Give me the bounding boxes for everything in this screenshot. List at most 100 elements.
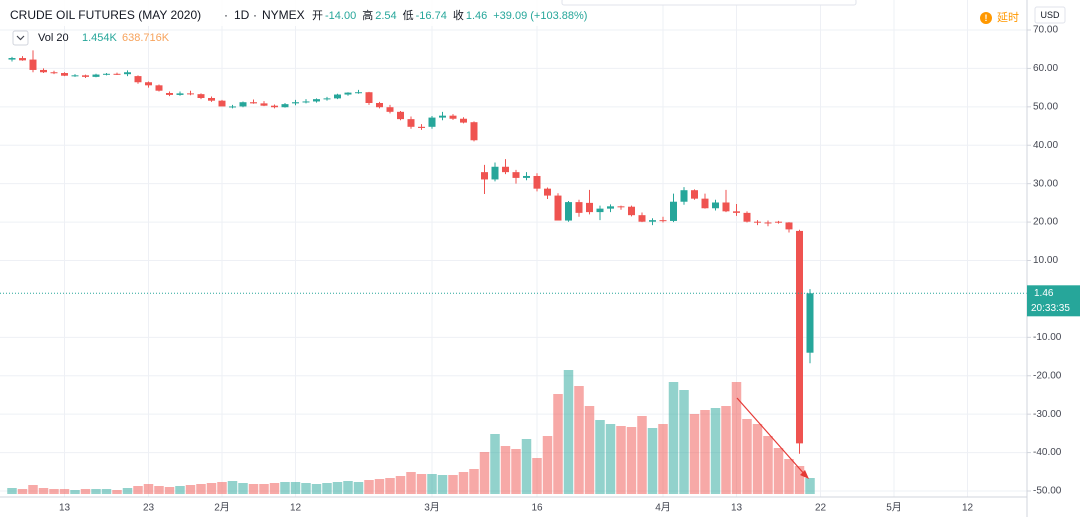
last-price-label: 1.46 20:33:35 (1027, 285, 1080, 317)
countdown: 20:33:35 (1031, 303, 1070, 314)
volume-bar (406, 472, 416, 494)
y-tick-label: 20.00 (1033, 217, 1058, 228)
candle-body (785, 222, 793, 230)
volume-bar (196, 484, 206, 494)
volume-bar (227, 481, 238, 494)
volume-bar (154, 486, 164, 494)
candle-body (145, 82, 152, 86)
volume-value: 1.454K (82, 32, 118, 44)
candle-body (229, 106, 236, 108)
candle-body (187, 93, 194, 95)
volume-bar (269, 483, 280, 494)
candle-body (19, 58, 26, 61)
volume-bar (773, 448, 784, 494)
volume-bar (532, 458, 542, 494)
collapse-button[interactable] (12, 30, 29, 46)
x-tick-label: 2月 (214, 502, 230, 514)
y-tick-label: -10.00 (1033, 332, 1062, 343)
ohlc-label: 开 (312, 10, 323, 22)
x-tick-label: 13 (59, 503, 71, 514)
volume-bar (217, 482, 227, 494)
volume-bar (710, 408, 721, 494)
candle-body (166, 93, 173, 95)
candle-body (134, 76, 142, 83)
volume-bar (637, 416, 647, 494)
volume-bar (238, 483, 248, 494)
volume-bar (427, 474, 437, 494)
volume-bar (7, 488, 17, 494)
candle-body (155, 85, 163, 91)
candle-body (176, 93, 184, 95)
volume-bar (112, 490, 122, 494)
delay-icon[interactable] (980, 12, 992, 24)
candle-body (260, 103, 268, 106)
candle-body (764, 222, 772, 224)
candle-body (113, 73, 121, 75)
volume-bar (721, 406, 731, 494)
volume-bar (185, 485, 196, 494)
volume-bar (469, 469, 479, 494)
candle-body (344, 92, 352, 95)
volume-pane (7, 370, 815, 494)
volume-bar (290, 482, 301, 494)
candle-body (386, 107, 394, 112)
candle-body (313, 99, 320, 102)
candle-body (250, 102, 257, 104)
candle-body (701, 198, 709, 209)
symbol-title: CRUDE OIL FUTURES (MAY 2020) (10, 8, 201, 22)
ohlc-value: 2.54 (375, 10, 396, 22)
y-tick-label: 30.00 (1033, 178, 1058, 189)
candle-body (281, 104, 289, 108)
candle-body (722, 202, 730, 212)
exchange: NYMEX (262, 8, 305, 22)
candle-body (743, 212, 751, 222)
volume-bar (70, 490, 80, 494)
candle-body (481, 172, 488, 180)
delay-icon-mark: ! (985, 13, 988, 23)
volume-bar (553, 394, 563, 494)
candle-body (355, 92, 362, 94)
candle-body (796, 230, 803, 444)
volume-bar (437, 475, 448, 494)
ohlc-label: 收 (453, 8, 464, 22)
volume-bar (17, 489, 28, 494)
y-tick-label: 50.00 (1033, 101, 1058, 112)
separator: · (253, 8, 257, 22)
candle-body (523, 175, 530, 178)
candle-body (365, 92, 373, 103)
candle-body (407, 119, 415, 127)
x-tick-label: 12 (290, 503, 302, 514)
currency-box[interactable] (1034, 6, 1066, 24)
volume-bar (742, 419, 752, 494)
delay-label[interactable]: 延时 (997, 11, 1019, 24)
y-tick-label: 60.00 (1033, 63, 1058, 74)
candle-body (628, 206, 635, 216)
chevron (16, 35, 25, 41)
candle-body (50, 72, 58, 74)
volume-bar (448, 475, 458, 494)
volume-bar (763, 436, 773, 494)
volume-bar (91, 489, 101, 494)
volume-bar (668, 382, 679, 494)
candle-body (670, 201, 677, 221)
volume-bar (731, 382, 742, 494)
volume-bar (364, 480, 374, 494)
candle-body (638, 215, 646, 222)
candle-body (302, 101, 310, 103)
x-tick-label: 16 (531, 503, 543, 514)
volume-bar (616, 426, 626, 494)
ohlc-label: 高 (362, 8, 373, 22)
candle-body (565, 202, 572, 221)
candle-body (470, 122, 478, 141)
volume-bar (479, 452, 490, 494)
volume-label: Vol 20 (38, 32, 69, 44)
candle-body (659, 220, 667, 222)
header-bg (0, 0, 560, 26)
volume-bar (164, 487, 175, 494)
candle-body (418, 126, 425, 128)
volume-bar (280, 482, 290, 494)
candle-body (733, 211, 740, 213)
volume-bar (206, 483, 217, 494)
annotation-arrow (736, 397, 807, 477)
